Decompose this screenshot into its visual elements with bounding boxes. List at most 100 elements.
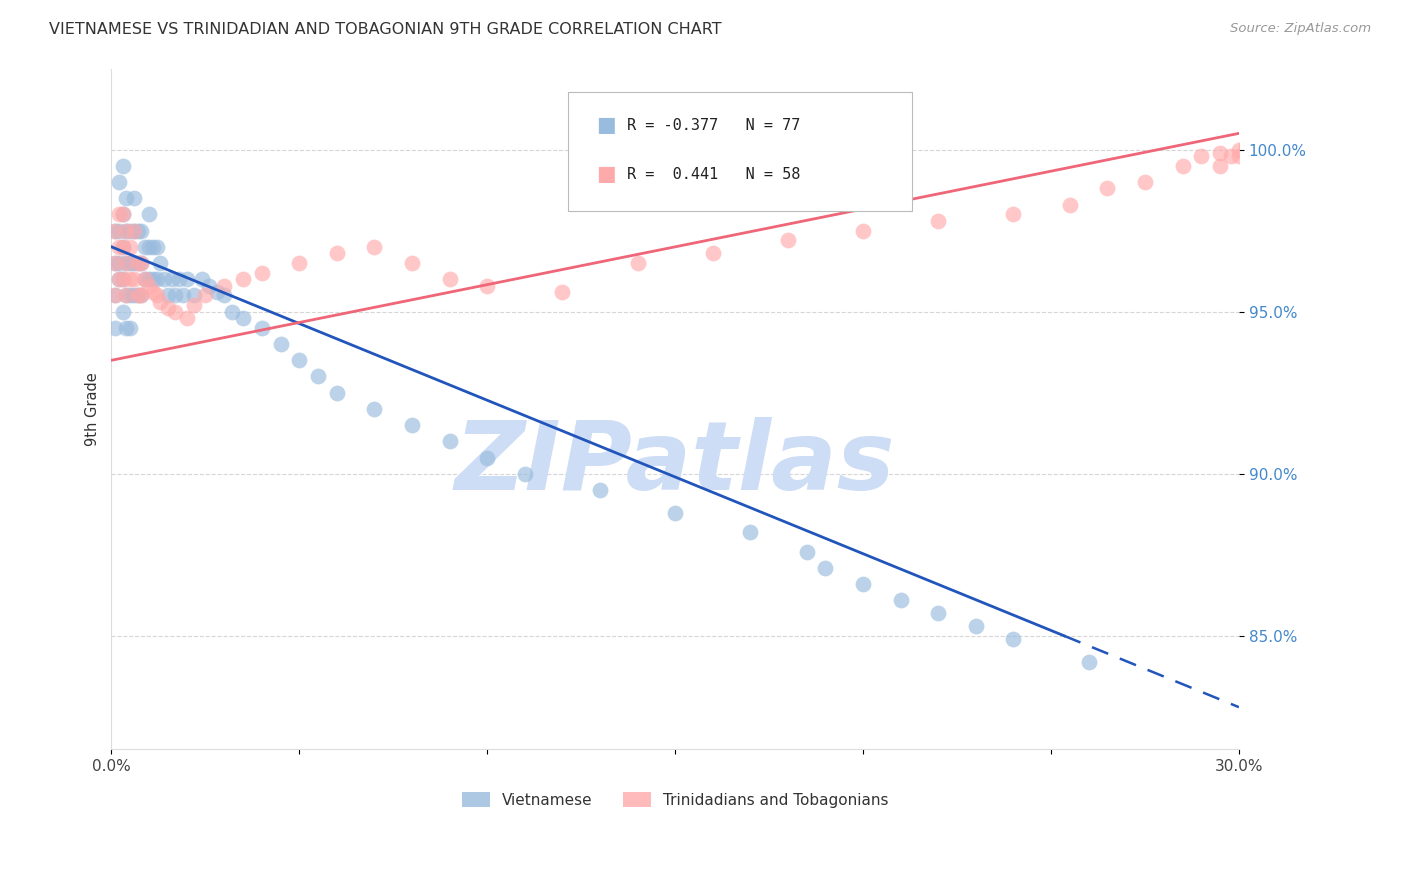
Point — [108, 272, 131, 286]
Point — [115, 288, 138, 302]
Point — [138, 240, 160, 254]
Point — [115, 191, 138, 205]
Point — [104, 288, 127, 302]
Point — [108, 207, 131, 221]
Point — [104, 256, 127, 270]
Point — [122, 272, 145, 286]
Point — [131, 256, 153, 270]
Point — [852, 577, 875, 591]
Point — [131, 224, 153, 238]
Point — [120, 321, 142, 335]
Point — [1097, 181, 1119, 195]
Point — [120, 224, 142, 238]
Point — [149, 294, 172, 309]
Point — [115, 256, 138, 270]
Point — [1220, 149, 1243, 163]
Point — [439, 434, 461, 449]
Point — [401, 418, 423, 433]
Point — [776, 233, 799, 247]
Point — [145, 240, 167, 254]
Point — [1133, 175, 1156, 189]
Point — [120, 272, 142, 286]
Point — [145, 288, 167, 302]
Point — [134, 240, 156, 254]
Point — [111, 207, 134, 221]
Point — [127, 224, 149, 238]
Point — [664, 506, 686, 520]
Point — [221, 304, 243, 318]
Point — [1189, 149, 1212, 163]
Point — [156, 288, 179, 302]
Legend: Vietnamese, Trinidadians and Tobagonians: Vietnamese, Trinidadians and Tobagonians — [456, 786, 894, 814]
Point — [156, 301, 179, 316]
Point — [108, 175, 131, 189]
Point — [111, 240, 134, 254]
Point — [250, 321, 273, 335]
Point — [814, 561, 837, 575]
Point — [122, 288, 145, 302]
Point — [250, 266, 273, 280]
Point — [172, 288, 194, 302]
Point — [212, 288, 235, 302]
Text: R = -0.377   N = 77: R = -0.377 N = 77 — [627, 118, 800, 133]
Point — [111, 272, 134, 286]
Point — [120, 240, 142, 254]
Point — [702, 246, 724, 260]
Point — [138, 272, 160, 286]
Point — [111, 159, 134, 173]
Point — [589, 483, 612, 497]
Point — [127, 256, 149, 270]
Point — [108, 224, 131, 238]
Point — [149, 256, 172, 270]
Point — [890, 593, 912, 607]
Point — [120, 256, 142, 270]
Point — [626, 256, 648, 270]
Point — [477, 450, 499, 465]
FancyBboxPatch shape — [568, 93, 912, 211]
Point — [127, 288, 149, 302]
Point — [551, 285, 574, 300]
Point — [122, 224, 145, 238]
Point — [965, 619, 987, 633]
Point — [796, 544, 818, 558]
Point — [1171, 159, 1194, 173]
Point — [852, 224, 875, 238]
Point — [145, 272, 167, 286]
Point — [153, 272, 176, 286]
Point — [176, 272, 198, 286]
Text: ■: ■ — [596, 164, 616, 184]
Point — [288, 353, 311, 368]
Point — [122, 224, 145, 238]
Point — [439, 272, 461, 286]
Point — [165, 288, 187, 302]
Point — [288, 256, 311, 270]
Point — [326, 246, 349, 260]
Point — [115, 224, 138, 238]
Point — [104, 321, 127, 335]
Point — [198, 278, 221, 293]
Point — [1236, 139, 1258, 153]
Point — [138, 278, 160, 293]
Point — [1227, 149, 1250, 163]
Point — [142, 285, 165, 300]
Text: R =  0.441   N = 58: R = 0.441 N = 58 — [627, 167, 800, 182]
Point — [131, 288, 153, 302]
Point — [108, 272, 131, 286]
Point — [326, 385, 349, 400]
Point — [740, 525, 762, 540]
Point — [122, 256, 145, 270]
Point — [131, 288, 153, 302]
Point — [401, 256, 423, 270]
Point — [307, 369, 329, 384]
Point — [363, 240, 385, 254]
Point — [104, 224, 127, 238]
Text: VIETNAMESE VS TRINIDADIAN AND TOBAGONIAN 9TH GRADE CORRELATION CHART: VIETNAMESE VS TRINIDADIAN AND TOBAGONIAN… — [49, 22, 721, 37]
Point — [160, 272, 183, 286]
Point — [190, 272, 212, 286]
Point — [363, 401, 385, 416]
Point — [1227, 143, 1250, 157]
Point — [176, 311, 198, 326]
Point — [927, 214, 949, 228]
Point — [111, 240, 134, 254]
Point — [111, 304, 134, 318]
